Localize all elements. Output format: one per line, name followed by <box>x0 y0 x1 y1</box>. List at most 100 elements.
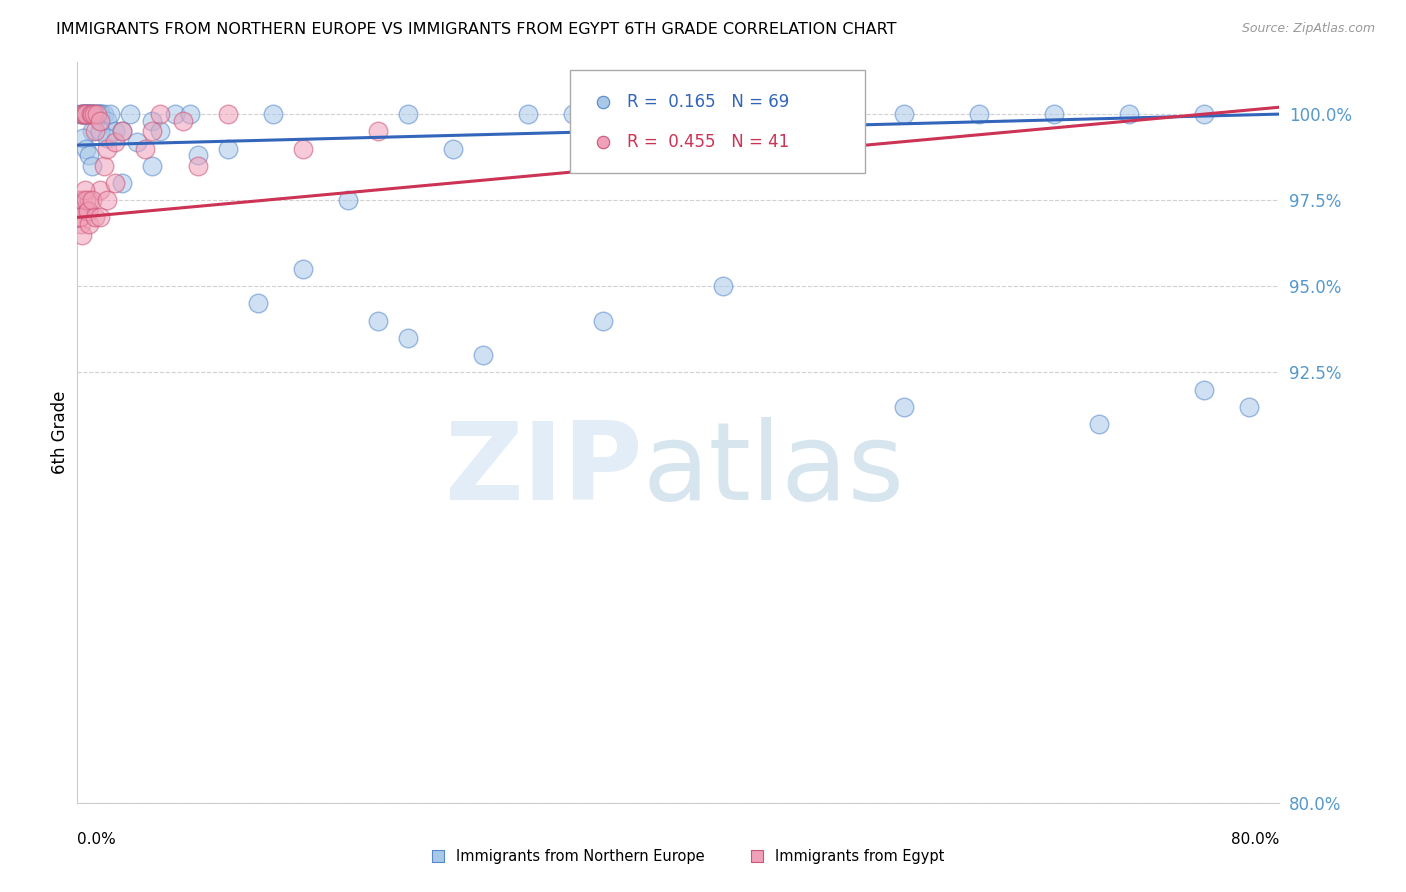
Point <box>72 131 94 145</box>
Point <box>186 159 209 173</box>
Point <box>73 107 96 121</box>
Point <box>83 107 105 121</box>
Point <box>111 124 134 138</box>
Point <box>149 107 172 121</box>
Point <box>1118 107 1140 121</box>
Point <box>668 107 690 121</box>
Point <box>713 279 735 293</box>
Point <box>82 107 104 121</box>
Point <box>87 107 110 121</box>
Point <box>336 193 359 207</box>
Point <box>79 193 101 207</box>
Point <box>79 148 101 162</box>
Point <box>141 159 163 173</box>
Point <box>186 148 209 162</box>
Point <box>179 107 201 121</box>
Point <box>163 107 186 121</box>
Point <box>517 107 540 121</box>
Point <box>75 193 97 207</box>
Text: ZIP: ZIP <box>444 417 643 523</box>
Point <box>75 107 97 121</box>
Point <box>83 107 105 121</box>
Point <box>76 203 98 218</box>
Point <box>217 107 239 121</box>
FancyBboxPatch shape <box>571 70 865 173</box>
Point <box>80 107 103 121</box>
Point <box>96 193 118 207</box>
Text: R =  0.165   N = 69: R = 0.165 N = 69 <box>627 93 789 111</box>
Point <box>1194 107 1216 121</box>
Point <box>86 107 108 121</box>
Text: IMMIGRANTS FROM NORTHERN EUROPE VS IMMIGRANTS FROM EGYPT 6TH GRADE CORRELATION C: IMMIGRANTS FROM NORTHERN EUROPE VS IMMIG… <box>56 22 897 37</box>
Point <box>1194 383 1216 397</box>
Point <box>134 142 156 156</box>
Point <box>96 114 118 128</box>
Text: 80.0%: 80.0% <box>1232 832 1279 847</box>
Point <box>73 107 96 121</box>
Point <box>89 183 111 197</box>
Point <box>396 107 419 121</box>
Point <box>592 314 614 328</box>
Point <box>89 211 111 225</box>
Point <box>73 107 96 121</box>
Point <box>893 400 915 414</box>
Point <box>637 107 659 121</box>
Point <box>742 107 765 121</box>
Point <box>79 107 101 121</box>
Point <box>817 107 839 121</box>
Text: atlas: atlas <box>643 417 904 523</box>
Point <box>127 135 149 149</box>
Point <box>472 348 495 362</box>
Point <box>69 211 91 225</box>
Point <box>80 107 103 121</box>
Point <box>141 124 163 138</box>
Point <box>70 107 93 121</box>
Point <box>93 107 115 121</box>
Text: R =  0.455   N = 41: R = 0.455 N = 41 <box>627 133 789 151</box>
Point <box>70 227 93 242</box>
Point <box>893 107 915 121</box>
Point <box>86 107 108 121</box>
Point <box>82 107 104 121</box>
Point <box>69 107 91 121</box>
Text: Immigrants from Egypt: Immigrants from Egypt <box>775 848 943 863</box>
Point <box>76 107 98 121</box>
Point <box>1239 400 1261 414</box>
Point <box>149 124 172 138</box>
Point <box>118 107 141 121</box>
Point <box>82 159 104 173</box>
Point <box>96 131 118 145</box>
Text: 0.0%: 0.0% <box>77 832 117 847</box>
Point <box>367 314 389 328</box>
Point <box>141 114 163 128</box>
Point <box>84 124 107 138</box>
Point <box>100 107 122 121</box>
Point <box>967 107 990 121</box>
Point <box>396 331 419 345</box>
Point <box>84 211 107 225</box>
Point <box>84 107 107 121</box>
Y-axis label: 6th Grade: 6th Grade <box>51 391 69 475</box>
Point <box>72 107 94 121</box>
Point <box>79 107 101 121</box>
Point <box>76 107 98 121</box>
Point <box>82 193 104 207</box>
Point <box>75 107 97 121</box>
Point <box>89 107 111 121</box>
Point <box>90 107 112 121</box>
Point <box>111 176 134 190</box>
Point <box>441 142 464 156</box>
Point <box>104 124 127 138</box>
Point <box>79 217 101 231</box>
Point <box>82 124 104 138</box>
Point <box>246 296 269 310</box>
Point <box>72 193 94 207</box>
Point <box>262 107 284 121</box>
Point <box>96 142 118 156</box>
Point <box>1088 417 1111 431</box>
Point <box>89 124 111 138</box>
Point <box>69 211 91 225</box>
Point <box>89 114 111 128</box>
Point <box>1043 107 1066 121</box>
Point <box>67 193 90 207</box>
